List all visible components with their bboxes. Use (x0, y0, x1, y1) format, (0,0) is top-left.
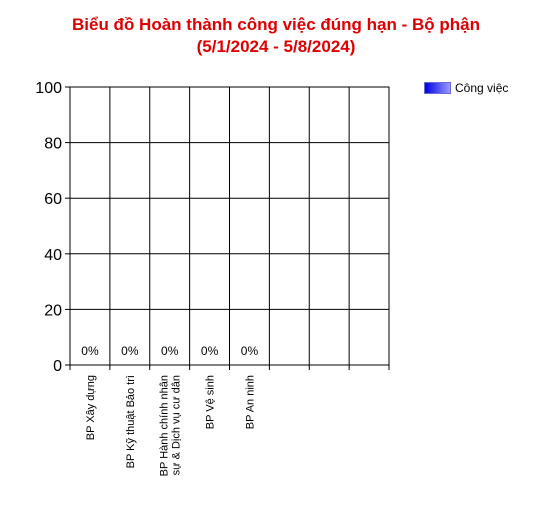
data-label: 0% (161, 344, 179, 358)
chart-title: Biểu đồ Hoàn thành công việc đúng hạn - … (0, 14, 552, 58)
y-tick-label: 100 (35, 80, 62, 97)
x-tick-label: BP Vệ sinh (205, 375, 217, 429)
chart-title-line-1: Biểu đồ Hoàn thành công việc đúng hạn - … (72, 15, 480, 34)
data-label: 0% (121, 344, 139, 358)
data-label: 0% (201, 344, 219, 358)
y-tick-label: 80 (44, 136, 62, 153)
legend-label: Công việc (455, 81, 509, 95)
x-tick-label: BP An ninh (244, 375, 256, 429)
x-tick-label: BP Xây dựng (85, 375, 97, 440)
x-tick-label: BP Hành chính nhân (159, 375, 171, 476)
x-tick-label: BP Kỹ thuật Bảo trì (125, 375, 137, 468)
y-tick-label: 0 (53, 358, 62, 375)
chart-title-line-2: (5/1/2024 - 5/8/2024) (196, 37, 356, 56)
data-label: 0% (241, 344, 259, 358)
x-tick-label: sự & Dịch vụ cư dân (171, 375, 183, 475)
y-tick-label: 20 (44, 302, 62, 319)
y-tick-label: 60 (44, 191, 62, 208)
y-tick-label: 40 (44, 247, 62, 264)
data-label: 0% (81, 344, 99, 358)
legend: Công việc (424, 81, 508, 95)
legend-swatch-icon (424, 82, 451, 94)
